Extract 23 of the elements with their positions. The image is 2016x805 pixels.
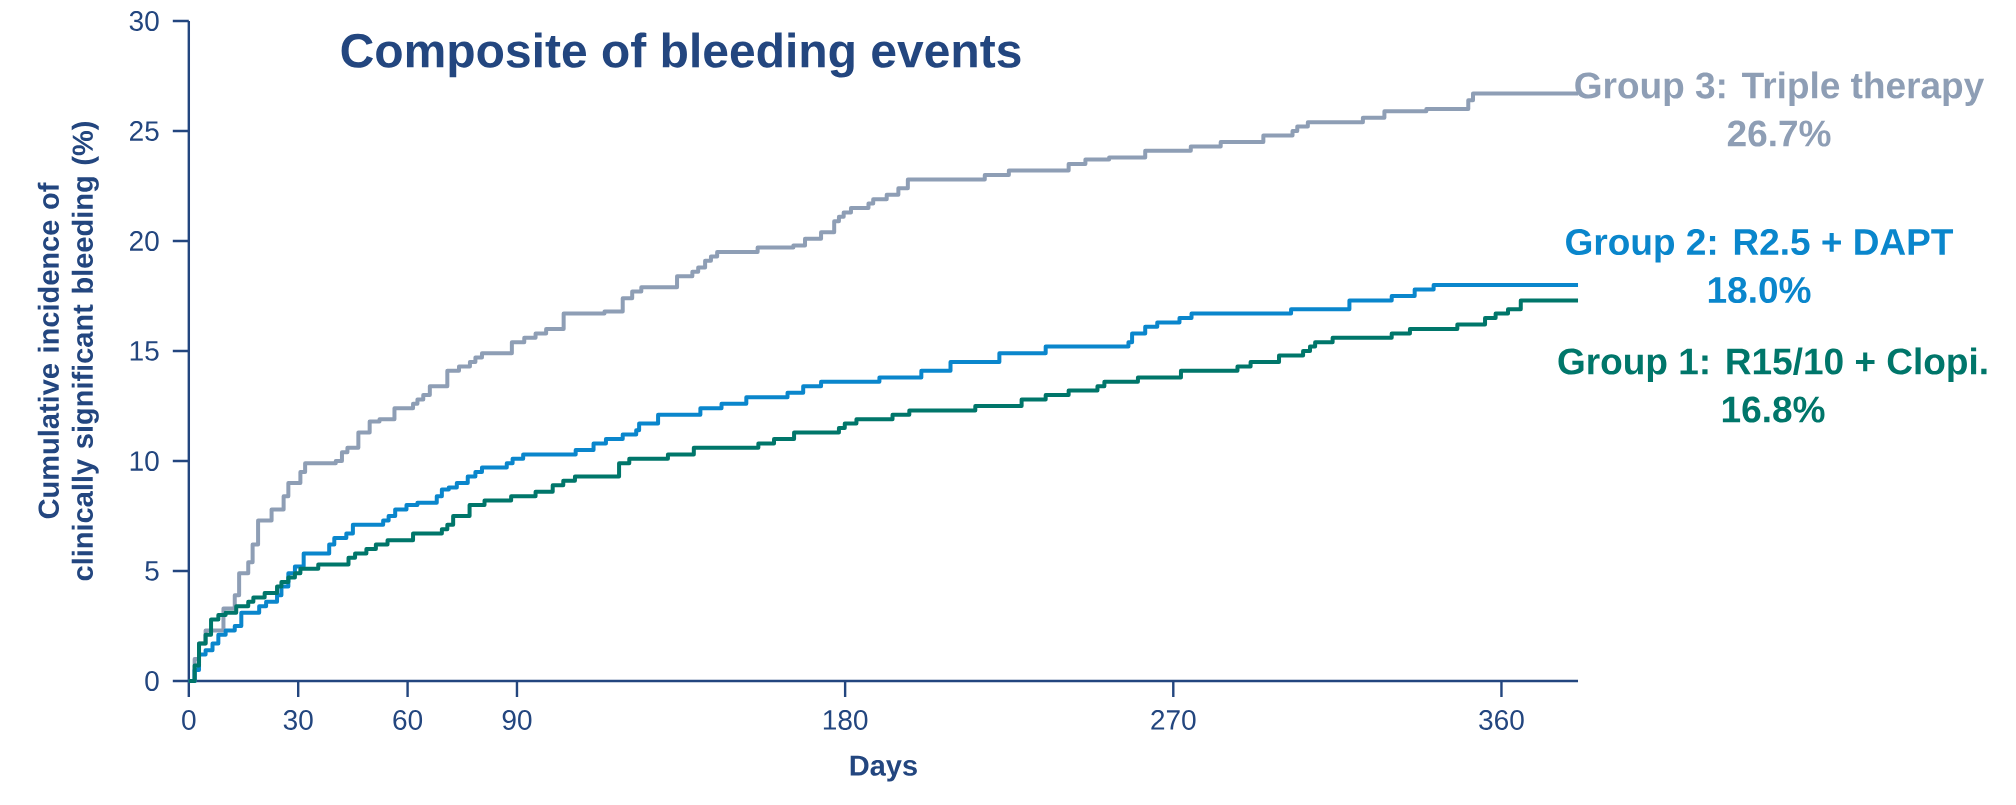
y-tick-label: 10 xyxy=(130,451,159,471)
x-tick-label: 90 xyxy=(502,710,532,730)
y-tick-label: 25 xyxy=(130,121,159,141)
text: 26.7% xyxy=(1727,120,1831,147)
x-tick-label: 60 xyxy=(393,710,423,730)
series-label: Group 2: R2.5 + DAPT xyxy=(1566,228,1954,263)
text: 18.0% xyxy=(1708,276,1811,304)
series-label: Group 3: Triple therapy xyxy=(1575,71,1985,106)
x-tick-label: 30 xyxy=(283,710,313,730)
text: 16.8% xyxy=(1722,396,1825,423)
y-axis-title: Cumulative incidence of clinically significant bleeding (%) xyxy=(37,122,99,581)
y-tick-label: 30 xyxy=(129,11,159,31)
y-tick-label: 20 xyxy=(130,231,159,251)
x-tick-label: 360 xyxy=(1479,710,1524,730)
y-tick-label: 5 xyxy=(145,561,159,581)
chart-title: Composite of bleeding events xyxy=(341,32,1021,78)
x-tick-label: 270 xyxy=(1151,710,1196,730)
series-label: Group 1: R15/10 + Clopi. xyxy=(1558,347,1987,382)
x-tick-label: 0 xyxy=(182,710,196,730)
y-tick-label: 15 xyxy=(130,341,159,361)
x-axis-title: Days xyxy=(850,755,917,782)
y-tick-label: 0 xyxy=(145,671,159,691)
x-tick-label: 180 xyxy=(823,710,868,730)
